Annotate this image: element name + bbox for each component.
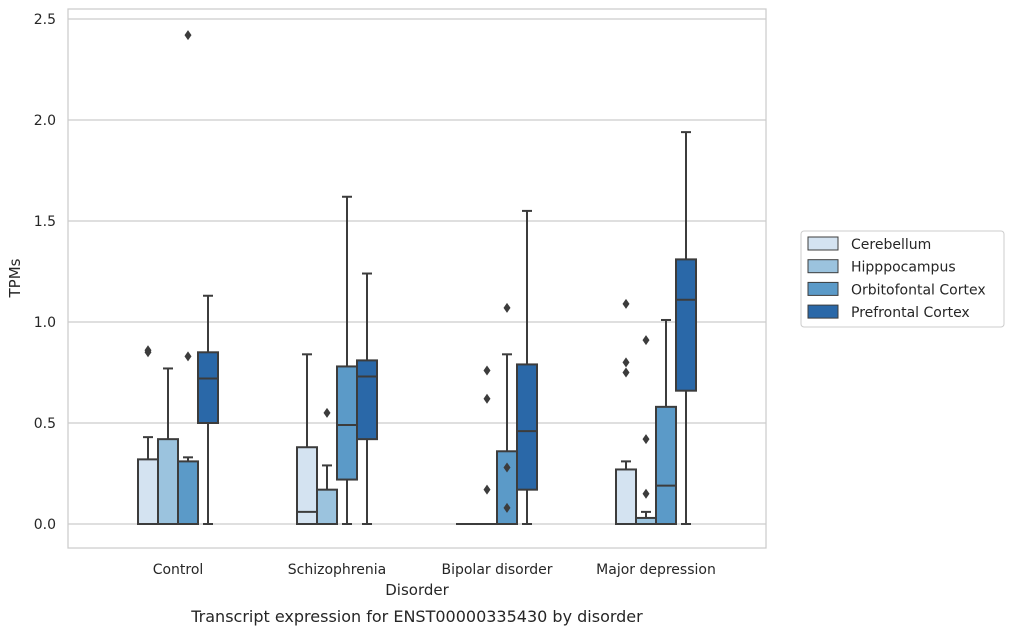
y-tick-labels: 0.0 0.5 1.0 1.5 2.0 2.5 bbox=[34, 12, 56, 533]
y-tick-label: 0.5 bbox=[34, 416, 56, 432]
outlier-point bbox=[642, 488, 650, 499]
outlier-point bbox=[483, 484, 491, 495]
box-groups bbox=[137, 30, 697, 526]
legend: Cerebellum Hipppocampus Orbitofontal Corte… bbox=[800, 230, 1005, 328]
x-tick-label: Bipolar disorder bbox=[441, 562, 552, 578]
outlier-point bbox=[184, 30, 192, 41]
legend-swatch bbox=[807, 304, 839, 319]
outlier-point bbox=[144, 345, 152, 356]
outlier-point bbox=[323, 407, 331, 418]
box-body bbox=[516, 363, 538, 491]
legend-swatch bbox=[807, 259, 839, 274]
box-body bbox=[157, 438, 179, 525]
outlier-point bbox=[642, 335, 650, 346]
outlier-point bbox=[622, 357, 630, 368]
box-prefrontal-cortex-2 bbox=[516, 209, 538, 525]
legend-frame bbox=[800, 230, 1005, 328]
legend-label: Orbitofontal Cortex bbox=[851, 282, 986, 298]
outlier-point bbox=[503, 502, 511, 513]
box-prefrontal-cortex-1 bbox=[356, 272, 378, 525]
x-tick-labels: Control Schizophrenia Bipolar disorder Majo… bbox=[153, 562, 716, 578]
x-tick-label: Schizophrenia bbox=[288, 562, 386, 578]
box-cerebellum-1 bbox=[296, 353, 318, 525]
box-orbitofontal-cortex-0 bbox=[177, 30, 199, 526]
outlier-point bbox=[503, 302, 511, 313]
box-body bbox=[356, 359, 378, 441]
box-cerebellum-0 bbox=[137, 345, 159, 525]
box-prefrontal-cortex-0 bbox=[197, 294, 219, 525]
outlier-point bbox=[622, 298, 630, 309]
legend-swatch bbox=[807, 236, 839, 251]
outlier-point bbox=[642, 434, 650, 445]
y-tick-label: 2.5 bbox=[34, 12, 56, 28]
box-body bbox=[496, 450, 518, 525]
y-tick-label: 1.5 bbox=[34, 214, 56, 230]
y-tick-label: 2.0 bbox=[34, 113, 56, 129]
y-tick-label: 1.0 bbox=[34, 315, 56, 331]
box-body bbox=[177, 460, 199, 526]
outlier-point bbox=[503, 462, 511, 473]
outlier-point bbox=[622, 367, 630, 378]
box-body bbox=[316, 488, 338, 526]
box-body bbox=[197, 351, 219, 424]
y-tick-label: 0.0 bbox=[34, 517, 56, 533]
box-prefrontal-cortex-3 bbox=[675, 131, 697, 525]
chart-caption: Transcript expression for ENST0000033543… bbox=[190, 607, 643, 626]
outlier-point bbox=[184, 351, 192, 362]
box-body bbox=[296, 446, 318, 525]
box-hipppocampus-2 bbox=[476, 365, 498, 526]
legend-label: Cerebellum bbox=[851, 237, 931, 253]
box-body bbox=[137, 458, 159, 525]
x-tick-label: Major depression bbox=[596, 562, 716, 578]
x-axis-label: Disorder bbox=[385, 581, 449, 599]
plot-area-frame bbox=[67, 8, 767, 549]
outlier-point bbox=[483, 365, 491, 376]
box-body bbox=[336, 365, 358, 481]
box-body bbox=[615, 468, 637, 525]
outlier-point bbox=[483, 393, 491, 404]
y-axis-label: TPMs bbox=[6, 258, 24, 298]
box-hipppocampus-1 bbox=[316, 407, 338, 526]
legend-label: Prefrontal Cortex bbox=[851, 305, 970, 321]
legend-label: Hipppocampus bbox=[851, 260, 956, 276]
box-orbitofontal-cortex-2 bbox=[496, 302, 518, 525]
x-tick-label: Control bbox=[153, 562, 204, 578]
legend-swatch bbox=[807, 281, 839, 296]
box-body bbox=[655, 405, 677, 525]
box-orbitofontal-cortex-3 bbox=[655, 318, 677, 525]
box-cerebellum-3 bbox=[615, 298, 637, 525]
box-body bbox=[675, 258, 697, 392]
